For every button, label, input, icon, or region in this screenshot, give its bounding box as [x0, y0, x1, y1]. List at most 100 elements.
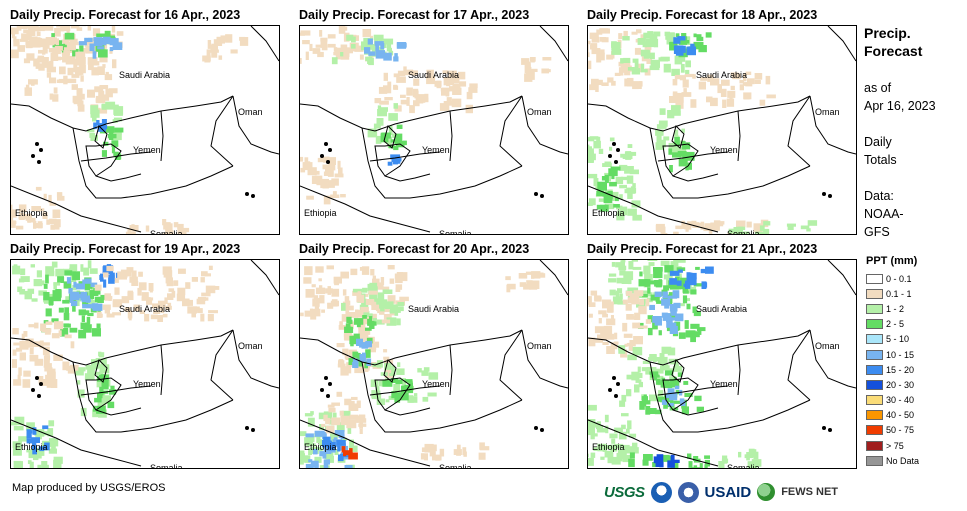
precip-cell — [622, 299, 628, 305]
precip-cell — [736, 220, 746, 228]
precip-cell — [344, 326, 352, 333]
precip-cell — [338, 454, 344, 462]
precip-cell — [352, 290, 362, 296]
precip-cell — [638, 381, 643, 388]
precip-cell — [681, 142, 691, 150]
precip-cell — [77, 104, 85, 112]
precip-cell — [72, 285, 77, 291]
precip-cell — [111, 140, 119, 147]
precip-cell — [459, 81, 467, 87]
coastline — [539, 260, 568, 296]
precip-cell — [26, 53, 35, 61]
legend-label: 20 - 30 — [886, 379, 915, 390]
precip-cell — [692, 331, 700, 338]
precip-cell — [479, 442, 485, 450]
precip-cell — [393, 384, 400, 392]
country-label-ethiopia: Ethiopia — [592, 208, 625, 218]
legend-label: 1 - 2 — [886, 303, 905, 314]
precip-cell — [739, 84, 744, 91]
precip-cell — [600, 49, 605, 54]
precip-cell — [364, 47, 371, 54]
precip-cell — [64, 307, 69, 314]
precip-cell — [45, 266, 55, 275]
precip-cell — [387, 265, 395, 270]
precip-cell — [653, 456, 658, 464]
precip-cell — [331, 436, 336, 441]
precip-cell — [655, 142, 665, 150]
precip-cell — [80, 75, 84, 82]
precip-cell — [442, 70, 449, 74]
precip-cell — [611, 456, 621, 465]
country-label-oman: Oman — [815, 341, 840, 351]
precip-cell — [626, 342, 636, 347]
precip-cell — [588, 159, 594, 163]
precip-cell — [603, 195, 613, 204]
precip-cell — [340, 194, 346, 198]
precip-cell — [393, 56, 399, 62]
precip-cell — [443, 77, 452, 86]
precip-cell — [684, 392, 693, 397]
precip-cell — [612, 296, 623, 305]
precip-cell — [447, 76, 454, 86]
precip-cell — [91, 303, 99, 310]
precip-cell — [148, 283, 154, 292]
precip-cell — [423, 453, 428, 461]
precip-cell — [41, 379, 49, 386]
precip-cell — [451, 98, 462, 108]
precip-cell — [51, 333, 60, 339]
precip-cell — [644, 274, 653, 282]
precip-cell — [360, 306, 369, 313]
country-label-yemen: Yemen — [133, 145, 161, 155]
coastline — [827, 260, 856, 296]
precip-cell — [670, 261, 679, 268]
precip-cell — [95, 371, 104, 375]
precip-cell — [99, 94, 110, 101]
precip-cell — [376, 118, 384, 126]
precip-cell — [523, 284, 532, 290]
precip-cell — [165, 228, 171, 234]
precip-cell — [631, 296, 640, 305]
precip-cell — [205, 297, 209, 301]
precip-cell — [518, 273, 528, 279]
precip-cell — [141, 292, 149, 301]
precip-cell — [11, 209, 13, 215]
precip-cell — [124, 307, 131, 312]
precip-cell — [334, 450, 339, 455]
precip-cell — [18, 367, 22, 376]
precip-cell — [685, 69, 690, 76]
precip-cell — [300, 58, 302, 64]
precip-cell — [542, 57, 552, 61]
precip-cell — [615, 197, 619, 202]
precip-cell — [743, 73, 747, 82]
island — [31, 388, 35, 392]
precip-cell — [588, 457, 594, 466]
precip-cell — [64, 270, 73, 276]
precip-cell — [325, 417, 331, 425]
precip-cell — [387, 81, 392, 86]
border — [383, 359, 397, 383]
precip-cell — [594, 433, 598, 437]
precip-cell — [678, 332, 686, 339]
precip-cell — [629, 452, 635, 459]
precip-cell — [669, 96, 677, 103]
precip-cell — [606, 304, 614, 313]
country-label-saudi: Saudi Arabia — [696, 70, 748, 80]
precip-cell — [397, 140, 407, 146]
precip-cell — [309, 308, 313, 315]
precip-cell — [431, 444, 437, 452]
precip-cell — [185, 282, 191, 289]
precip-cell — [746, 452, 750, 461]
border — [95, 407, 142, 416]
precip-cell — [326, 265, 334, 270]
noaa-logo-icon — [650, 481, 672, 503]
precip-cell — [340, 271, 349, 279]
precip-cell — [45, 274, 49, 284]
precip-cell — [27, 213, 32, 219]
precip-cell — [200, 313, 205, 322]
precip-cell — [396, 368, 405, 375]
precip-cell — [31, 298, 38, 302]
totals-note: Daily Totals — [864, 133, 897, 169]
precip-cell — [34, 358, 43, 366]
precip-cell — [59, 66, 66, 75]
precip-cell — [379, 100, 389, 105]
